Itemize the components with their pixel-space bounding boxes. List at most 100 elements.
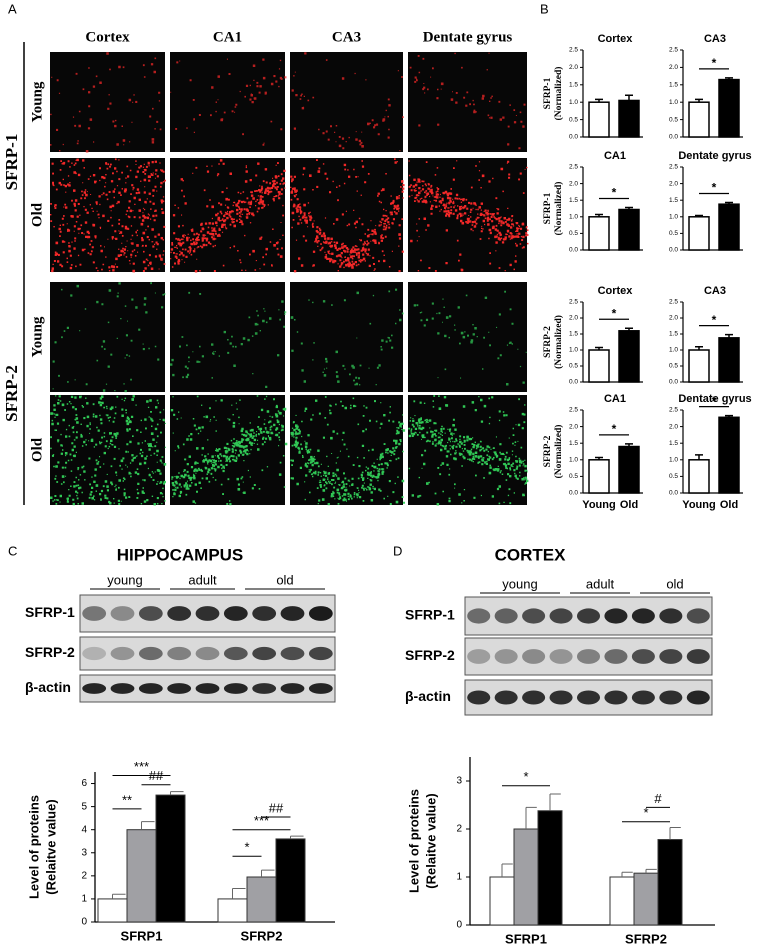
y-tick-label: 1.0: [569, 214, 578, 221]
bar: [688, 459, 710, 494]
y-tick-label: 2.5: [569, 407, 578, 414]
error-bar: [669, 827, 681, 840]
blot-band: [467, 649, 491, 664]
y-tick-label: 0.5: [569, 230, 578, 237]
x-tick-label: SFRP1: [121, 928, 163, 943]
blot-band: [686, 649, 710, 664]
y-tick-label: 1.0: [669, 214, 678, 221]
bar: [718, 337, 740, 383]
bar: [246, 876, 277, 923]
bar: [618, 99, 640, 138]
y-tick-label: 2.0: [669, 315, 678, 322]
bar: [126, 829, 157, 923]
y-tick-label: 0.5: [669, 363, 678, 370]
y-tick-label: 0.0: [569, 247, 578, 254]
error-bar: [525, 806, 537, 829]
blot-band: [686, 690, 710, 705]
blot-band: [494, 608, 518, 624]
micrograph: [290, 52, 403, 152]
y-tick-label: 2.5: [669, 47, 678, 54]
bar: [588, 216, 610, 251]
micrograph: [50, 52, 165, 152]
lane-group: young: [107, 572, 142, 587]
blot-band: [195, 606, 220, 621]
error-bar: [625, 327, 633, 331]
y-tick-label: 2: [81, 870, 87, 881]
y-axis-label: Level of proteins: [26, 795, 41, 899]
bar: [537, 810, 563, 926]
chart-title: CA3: [704, 285, 726, 297]
y-tick-label: 1.5: [669, 82, 678, 89]
micrograph: [408, 282, 527, 392]
blot-band: [138, 606, 163, 621]
blot-band: [167, 606, 192, 621]
y-axis-label: SFRP-1: [543, 192, 553, 224]
y-tick-label: 1.5: [669, 331, 678, 338]
blot-band: [686, 608, 710, 624]
micrograph: [290, 282, 403, 392]
blot-title: CORTEX: [495, 545, 567, 564]
error-bar: [232, 888, 246, 899]
bar: [688, 101, 710, 138]
micrograph: [408, 52, 527, 152]
error-bar: [595, 456, 603, 460]
y-tick-label: 1.5: [569, 440, 578, 447]
y-tick-label: 5: [81, 801, 87, 812]
x-tick-label: SFRP1: [505, 931, 547, 946]
y-tick-label: 2.5: [569, 164, 578, 171]
bar: [513, 828, 539, 926]
y-tick-label: 1.0: [669, 457, 678, 464]
significance-label: *: [612, 186, 617, 200]
blot-band: [82, 606, 107, 621]
y-tick-label: 1.0: [569, 457, 578, 464]
blot-band: [223, 646, 248, 661]
blot-band: [82, 683, 107, 694]
y-tick-label: 2.0: [569, 423, 578, 430]
error-bar: [695, 454, 703, 460]
blot-title: HIPPOCAMPUS: [117, 545, 244, 564]
panel-label: A: [8, 1, 17, 16]
blot-band: [631, 649, 655, 664]
y-tick-label: 0: [456, 920, 462, 931]
error-bar: [112, 893, 126, 899]
y-tick-label: 0.0: [669, 379, 678, 386]
blot-band: [604, 690, 628, 705]
y-axis-label: (Normalized): [553, 425, 564, 479]
significance-label: ##: [269, 800, 284, 815]
y-tick-label: 1.0: [669, 99, 678, 106]
blot-band: [110, 683, 135, 694]
y-tick-label: 2: [456, 824, 462, 835]
y-tick-label: 1.5: [669, 197, 678, 204]
chart-title: Cortex: [598, 285, 634, 297]
blot-band: [549, 649, 573, 664]
speckles: [409, 52, 526, 150]
y-tick-label: 0.5: [569, 116, 578, 123]
y-tick-label: 2.0: [669, 180, 678, 187]
y-tick-label: 2.5: [569, 299, 578, 306]
y-tick-label: 2.0: [669, 423, 678, 430]
bar: [618, 445, 640, 494]
blot-band: [308, 606, 333, 621]
micrograph: [290, 158, 403, 272]
blot-band: [631, 690, 655, 705]
significance-label: *: [643, 805, 648, 820]
bar: [618, 330, 640, 383]
blot-band: [308, 683, 333, 694]
micrograph: [170, 52, 285, 152]
blot-band: [167, 646, 192, 661]
error-bar: [695, 214, 703, 217]
bar: [609, 876, 635, 926]
micrograph: [50, 158, 165, 272]
x-tick-label: Young: [582, 499, 615, 511]
blot-band: [631, 608, 655, 624]
error-bar: [645, 868, 657, 874]
blot-band: [280, 683, 305, 694]
error-bar: [290, 835, 304, 839]
lane-group: adult: [188, 572, 217, 587]
y-tick-label: 3: [81, 847, 87, 858]
y-tick-label: 2.0: [569, 180, 578, 187]
y-tick-label: 6: [81, 778, 87, 789]
error-bar: [501, 863, 513, 877]
panel-label: C: [8, 543, 17, 558]
error-bar: [595, 98, 603, 103]
